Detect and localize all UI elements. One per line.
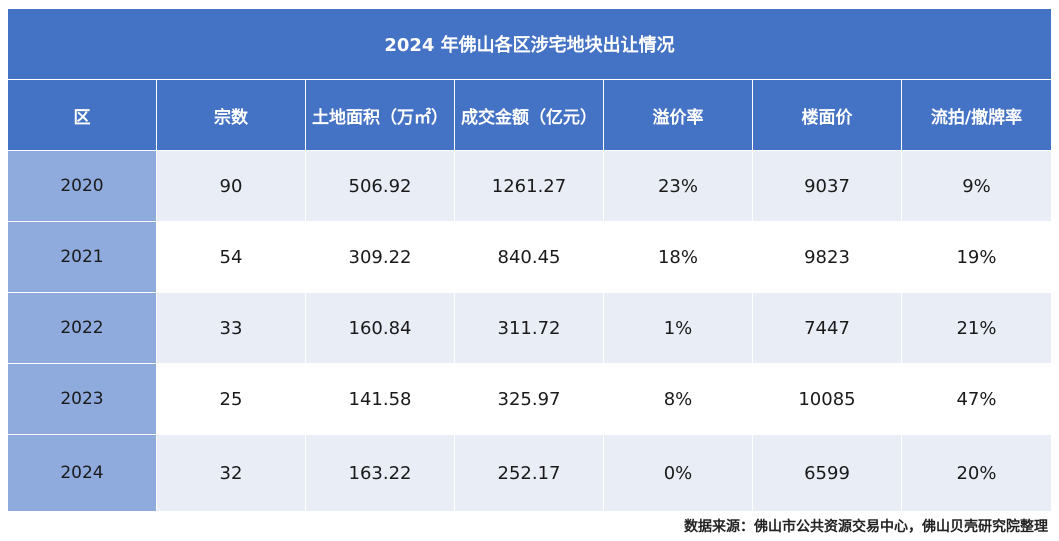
header-fail-rate: 流拍/撤牌率 <box>901 79 1052 151</box>
row-fail-rate: 9% <box>901 150 1052 222</box>
row-area: 309.22 <box>305 221 455 293</box>
row-count: 90 <box>156 150 306 222</box>
land-sale-table-container: 2024 年佛山各区涉宅地块出让情况 区 宗数 土地面积（万㎡） 成交金额（亿元… <box>7 8 1052 512</box>
row-area: 506.92 <box>305 150 455 222</box>
row-area: 141.58 <box>305 363 455 435</box>
row-count: 33 <box>156 292 306 364</box>
row-count: 54 <box>156 221 306 293</box>
table-row: 2022 33 160.84 311.72 1% 7447 21% <box>7 292 1052 364</box>
land-sale-table: 2024 年佛山各区涉宅地块出让情况 区 宗数 土地面积（万㎡） 成交金额（亿元… <box>7 8 1052 512</box>
header-district: 区 <box>7 79 157 151</box>
row-premium: 1% <box>603 292 753 364</box>
row-premium: 23% <box>603 150 753 222</box>
table-row: 2024 32 163.22 252.17 0% 6599 20% <box>7 434 1052 512</box>
row-area: 160.84 <box>305 292 455 364</box>
row-fail-rate: 47% <box>901 363 1052 435</box>
table-row: 2021 54 309.22 840.45 18% 9823 19% <box>7 221 1052 293</box>
row-premium: 18% <box>603 221 753 293</box>
row-fail-rate: 19% <box>901 221 1052 293</box>
row-floor-price: 6599 <box>752 434 902 512</box>
row-floor-price: 7447 <box>752 292 902 364</box>
table-row: 2023 25 141.58 325.97 8% 10085 47% <box>7 363 1052 435</box>
row-fail-rate: 21% <box>901 292 1052 364</box>
table-title: 2024 年佛山各区涉宅地块出让情况 <box>7 8 1052 80</box>
row-year: 2020 <box>7 150 157 222</box>
header-land-area: 土地面积（万㎡） <box>305 79 455 151</box>
row-amount: 252.17 <box>454 434 604 512</box>
row-amount: 311.72 <box>454 292 604 364</box>
row-count: 25 <box>156 363 306 435</box>
row-floor-price: 9823 <box>752 221 902 293</box>
row-premium: 0% <box>603 434 753 512</box>
row-fail-rate: 20% <box>901 434 1052 512</box>
row-count: 32 <box>156 434 306 512</box>
row-floor-price: 10085 <box>752 363 902 435</box>
header-premium-rate: 溢价率 <box>603 79 753 151</box>
header-amount: 成交金额（亿元） <box>454 79 604 151</box>
header-floor-price: 楼面价 <box>752 79 902 151</box>
row-floor-price: 9037 <box>752 150 902 222</box>
table-title-row: 2024 年佛山各区涉宅地块出让情况 <box>7 8 1052 80</box>
row-amount: 325.97 <box>454 363 604 435</box>
table-row: 2020 90 506.92 1261.27 23% 9037 9% <box>7 150 1052 222</box>
header-count: 宗数 <box>156 79 306 151</box>
row-amount: 1261.27 <box>454 150 604 222</box>
row-year: 2021 <box>7 221 157 293</box>
table-header-row: 区 宗数 土地面积（万㎡） 成交金额（亿元） 溢价率 楼面价 流拍/撤牌率 <box>7 79 1052 151</box>
row-area: 163.22 <box>305 434 455 512</box>
row-year: 2024 <box>7 434 157 512</box>
row-year: 2022 <box>7 292 157 364</box>
row-amount: 840.45 <box>454 221 604 293</box>
row-year: 2023 <box>7 363 157 435</box>
data-source-note: 数据来源：佛山市公共资源交易中心，佛山贝壳研究院整理 <box>684 519 1048 535</box>
row-premium: 8% <box>603 363 753 435</box>
